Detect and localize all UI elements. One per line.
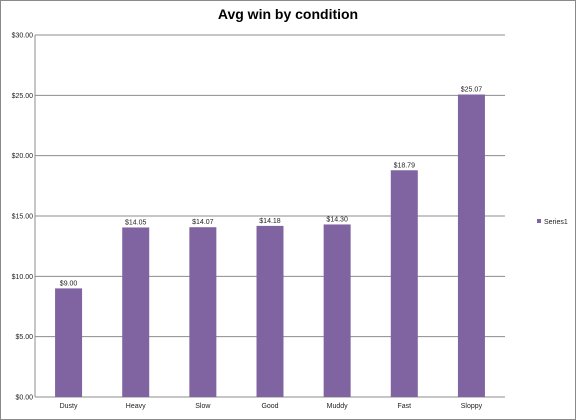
x-tick-label: Good (261, 403, 278, 410)
x-tick-label: Slow (195, 403, 211, 410)
x-tick-label: Heavy (126, 403, 146, 410)
y-tick-label: $15.00 (12, 214, 34, 221)
bar-muddy (323, 224, 351, 397)
data-label: $25.07 (461, 86, 483, 93)
bar-heavy (122, 227, 150, 397)
y-tick-label: $30.00 (12, 33, 34, 40)
x-tick-label: Fast (397, 403, 411, 410)
x-tick-label: Muddy (327, 403, 349, 410)
bar-good (256, 225, 284, 397)
chart-title: Avg win by condition (217, 6, 359, 22)
x-tick-label: Sloppy (461, 403, 483, 410)
data-label: $14.30 (326, 216, 348, 223)
x-tick-label: Dusty (60, 403, 78, 410)
data-label: $14.07 (192, 219, 214, 226)
legend-swatch (537, 219, 541, 223)
data-label: $18.79 (394, 162, 416, 169)
y-tick-label: $10.00 (12, 274, 34, 281)
bar-dusty (55, 288, 83, 397)
y-tick-label: $5.00 (15, 334, 33, 341)
y-tick-label: $25.00 (12, 93, 34, 100)
bar-slow (189, 227, 217, 397)
bar-sloppy (457, 94, 485, 397)
data-label: $9.00 (60, 280, 78, 287)
y-tick-label: $0.00 (15, 395, 33, 402)
bar-fast (390, 170, 418, 397)
data-label: $14.05 (125, 219, 147, 226)
legend-label: Series1 (544, 219, 568, 226)
data-label: $14.18 (259, 218, 281, 225)
y-tick-label: $20.00 (12, 153, 34, 160)
